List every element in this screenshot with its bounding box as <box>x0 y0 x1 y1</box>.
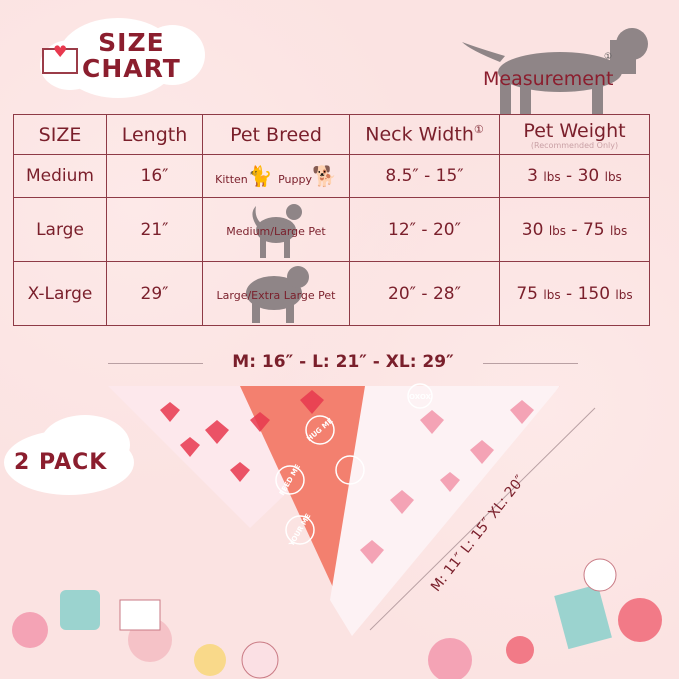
breed-cell: Large/Extra Large Pet <box>202 261 350 326</box>
breed-puppy: Puppy <box>278 173 312 186</box>
neck-marker: ① <box>604 52 613 62</box>
breed-cell: Medium/Large Pet <box>202 197 350 262</box>
weight-cell: 3 lbs - 30 lbs <box>499 154 650 198</box>
dimension-line-left <box>108 363 203 364</box>
col-weight: Pet Weight (Recommended Only) <box>499 114 650 155</box>
col-length: Length <box>106 114 203 155</box>
table-row: Medium 16″ Kitten🐈 Puppy🐕 8.5″ - 15″ 3 l… <box>13 154 650 198</box>
title-line-1: SIZE <box>98 28 165 57</box>
bandana: HUG ME FEED ME YOUR ME XOXO <box>108 383 560 636</box>
breed-label: Medium/Large Pet <box>226 224 326 238</box>
bottom-doodles <box>12 558 662 679</box>
pack-badge: 2 PACK <box>14 450 108 475</box>
unit: lbs <box>615 287 633 302</box>
weight-max: 30 <box>577 166 600 186</box>
neck-cell: 8.5″ - 15″ <box>349 154 500 198</box>
husky-silhouette-icon <box>252 203 302 258</box>
unit: lbs <box>610 223 628 238</box>
col-neck: Neck Width① <box>349 114 500 155</box>
breed-kitten: Kitten <box>215 173 248 186</box>
weight-min: 30 <box>521 219 544 240</box>
weight-note: (Recommended Only) <box>530 140 619 150</box>
page-title: SIZE CHART <box>82 30 181 82</box>
length-cell: 29″ <box>106 261 203 326</box>
table-header-row: SIZE Length Pet Breed Neck Width① Pet We… <box>13 114 650 155</box>
col-neck-label: Neck Width <box>365 123 474 146</box>
table-row: Large 21″ Medium/Large Pet 12″ - 20″ 30 … <box>13 197 650 262</box>
col-weight-label: Pet Weight <box>523 119 626 142</box>
cat-silhouette-icon: 🐈 <box>247 164 273 188</box>
size-chart-table: SIZE Length Pet Breed Neck Width① Pet We… <box>13 114 650 326</box>
top-dimension: M: 16″ - L: 21″ - XL: 29″ <box>108 352 578 372</box>
weight-cell: 75 lbs - 150 lbs <box>499 261 650 326</box>
weight-cell: 30 lbs - 75 lbs <box>499 197 650 262</box>
unit: lbs <box>604 170 622 184</box>
length-cell: 21″ <box>106 197 203 262</box>
puppy-silhouette-icon: 🐕 <box>311 164 337 188</box>
size-cell: Large <box>13 197 107 262</box>
neck-cell: 12″ - 20″ <box>349 197 500 262</box>
breed-cell: Kitten🐈 Puppy🐕 <box>202 154 350 198</box>
weight-min: 3 <box>527 166 538 186</box>
neck-marker-sup: ① <box>473 123 484 137</box>
size-cell: X-Large <box>13 261 107 326</box>
table-row: X-Large 29″ Large/Extra Large Pet 20″ - … <box>13 261 650 326</box>
weight-min: 75 <box>516 283 538 304</box>
unit: lbs <box>543 287 561 302</box>
unit: lbs <box>543 170 561 184</box>
weight-max: 150 <box>577 283 611 304</box>
side-dimension-line <box>369 407 596 631</box>
dimension-line-right <box>483 363 578 364</box>
unit: lbs <box>548 223 567 238</box>
neck-cell: 20″ - 28″ <box>349 261 500 326</box>
top-dimension-label: M: 16″ - L: 21″ - XL: 29″ <box>232 352 454 372</box>
length-cell: 16″ <box>106 154 203 198</box>
breed-label: Large/Extra Large Pet <box>216 288 336 302</box>
title-line-2: CHART <box>82 54 181 83</box>
measurement-label: Measurement <box>483 68 614 90</box>
large-dog-silhouette-icon <box>246 265 309 323</box>
weight-max: 75 <box>582 219 605 240</box>
envelope-heart-icon: ♥ <box>42 42 78 74</box>
dog-silhouette-icon <box>462 28 648 114</box>
size-cell: Medium <box>13 154 107 198</box>
col-size: SIZE <box>13 114 107 155</box>
col-breed: Pet Breed <box>202 114 350 155</box>
bandana-text-xoxo: XOXO <box>409 392 431 400</box>
